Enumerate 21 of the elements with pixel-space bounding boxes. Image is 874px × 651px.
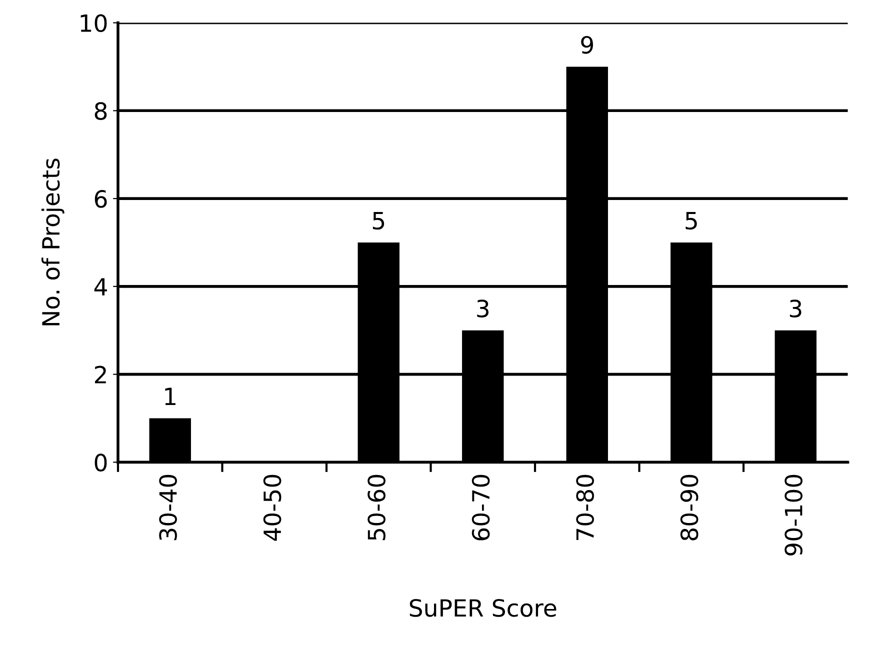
y-axis-title: No. of Projects [41,158,64,326]
y-tick-label: 6 [94,190,107,208]
y-tick-label: 0 [94,454,107,472]
x-tick-label: 70-80 [576,474,594,540]
x-tick-label: 80-90 [680,474,698,540]
data-label: 5 [686,212,697,230]
data-label: 5 [372,212,384,230]
x-tick-label: 50-60 [368,474,386,540]
y-tick-label: 4 [94,278,107,296]
data-label: 1 [165,388,176,406]
x-axis-title: SuPER Score [410,599,556,617]
x-tick-label: 40-50 [263,474,282,541]
y-tick-label: 10 [80,14,107,32]
y-tick-label: 2 [94,366,106,384]
y-tick-label: 8 [94,102,107,120]
data-label: 3 [790,300,802,318]
x-tick-label: 60-70 [472,474,490,540]
data-label: 9 [581,36,593,54]
data-label: 3 [477,300,489,318]
x-tick-label: 90-100 [784,474,803,556]
x-tick-label: 30-40 [159,474,177,540]
